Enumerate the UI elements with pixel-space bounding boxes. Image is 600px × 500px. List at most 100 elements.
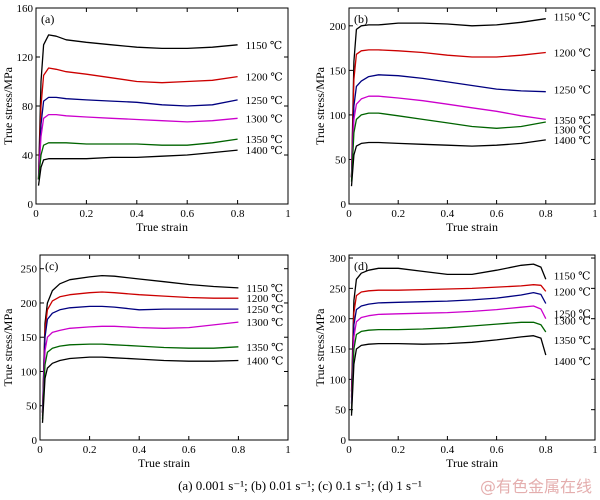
panel-1-ytick-label-1: 50 (335, 154, 347, 166)
panel-0-xtick-label-4: 0.8 (231, 208, 245, 220)
panel-0-ytick-label-3: 120 (17, 52, 34, 64)
panel-2-tag: (c) (45, 259, 58, 273)
panel-0-series-5-line (37, 149, 238, 186)
panel-3-series-3-line (350, 305, 547, 410)
panel-2-ytick-label-3: 150 (21, 332, 38, 344)
panel-0-series-1-label: 1200 ℃ (246, 72, 283, 84)
panel-1-xtick-label-4: 0.8 (539, 208, 553, 220)
panel-1-series-2-label: 1250 ℃ (554, 85, 591, 97)
panel-1-series-0-label: 1150 ℃ (554, 12, 591, 24)
panel-2-series-2-label: 1250 ℃ (246, 304, 283, 316)
panel-0-series-0-line (37, 34, 238, 180)
panel-3-xtick-label-0: 0 (346, 444, 352, 456)
panel-2-series-0-label: 1150 ℃ (246, 283, 283, 295)
panel-2-xtick-label-3: 0.6 (182, 444, 196, 456)
panel-3-ytick-label-1: 50 (335, 405, 347, 417)
panel-3-xtick-label-4: 0.8 (539, 444, 553, 456)
panel-3-ytick-label-5: 250 (330, 283, 347, 295)
panel-3-ylabel: True stress/MPa (313, 308, 327, 387)
panel-0-xlabel: True strain (136, 220, 188, 234)
panel-1-series-0-line (350, 18, 546, 178)
figure-caption: (a) 0.001 s⁻¹; (b) 0.01 s⁻¹; (c) 0.1 s⁻¹… (178, 478, 422, 493)
panel-3-tag: (d) (354, 259, 368, 273)
panel-1-series-2-line (350, 74, 546, 178)
panel-2-series-3-line (41, 321, 239, 417)
panel-1-series-3-label: 1300 ℃ (554, 124, 591, 136)
panel-3-series-5-line (350, 335, 547, 416)
panel-0-series-2-line (37, 96, 238, 180)
panel-2-series-1-line (41, 291, 239, 413)
panel-1-ytick-label-3: 150 (330, 65, 347, 77)
panel-1-series-4-line (350, 112, 546, 182)
panel-2-series-5-line (41, 356, 239, 423)
panel-3-series-2-line (350, 291, 547, 404)
panel-3-series-1-line (350, 284, 547, 398)
panel-2-ytick-label-4: 200 (21, 298, 38, 310)
panel-1-frame (348, 7, 596, 205)
panel-1-tag: (b) (354, 12, 368, 26)
panel-1-series-1-label: 1200 ℃ (554, 48, 591, 60)
panel-0-series-5-label: 1400 ℃ (246, 145, 283, 157)
panel-3-ytick-label-3: 150 (330, 344, 347, 356)
watermark: @有色金属在线 (479, 477, 592, 496)
panel-0-series-3-line (37, 113, 238, 180)
panel-1-ytick-label-2: 100 (330, 110, 347, 122)
panel-1-series-3-line (350, 95, 546, 178)
panel-1-xtick-label-0: 0 (346, 208, 352, 220)
panel-1-ylabel: True stress/MPa (313, 66, 327, 145)
panel-2-ytick-label-0: 0 (32, 435, 38, 447)
panel-2-ytick-label-2: 100 (21, 366, 38, 378)
panel-0-series-4-label: 1350 ℃ (246, 134, 283, 146)
panel-0-xtick-label-3: 0.6 (180, 208, 194, 220)
panel-3-series-3-label: 1300 ℃ (554, 316, 591, 328)
panel-2-series-4-line (41, 343, 239, 420)
panel-0-xtick-label-0: 0 (33, 208, 39, 220)
panel-2-ytick-label-1: 50 (26, 401, 38, 413)
panel-0-ytick-label-0: 0 (28, 199, 34, 211)
panel-1-xtick-label-3: 0.6 (490, 208, 504, 220)
panel-2-xtick-label-4: 0.8 (232, 444, 246, 456)
panel-2-series-3-label: 1300 ℃ (246, 317, 283, 329)
panel-2-series-0-line (41, 274, 239, 413)
panel-3-series-4-line (350, 321, 547, 413)
panel-1-series-4-label: 1350 ℃ (554, 115, 591, 127)
panel-0-ytick-label-2: 80 (22, 101, 34, 113)
panel-3-series-0-label: 1150 ℃ (554, 270, 591, 282)
panel-1-series-5-label: 1400 ℃ (554, 135, 591, 147)
panel-2-frame (39, 254, 289, 441)
panel-3-ytick-label-2: 100 (330, 374, 347, 386)
panel-3-series-2-label: 1250 ℃ (554, 309, 591, 321)
panel-0-xtick-label-1: 0.2 (80, 208, 94, 220)
panel-3-xtick-label-5: 1 (592, 444, 598, 456)
panel-0-series-3-label: 1300 ℃ (246, 113, 283, 125)
panel-2-series-2-line (41, 305, 239, 413)
panel-0-tag: (a) (41, 12, 54, 26)
panel-0-series-0-label: 1150 ℃ (246, 40, 283, 52)
panel-3-ytick-label-0: 0 (341, 435, 347, 447)
panel-0-ytick-label-4: 160 (17, 3, 34, 15)
panel-0-series-4-line (37, 138, 238, 180)
panel-0-xtick-label-5: 1 (285, 208, 291, 220)
panel-1-xtick-label-1: 0.2 (391, 208, 405, 220)
panel-2-ylabel: True stress/MPa (1, 308, 15, 387)
panel-3-xtick-label-1: 0.2 (391, 444, 405, 456)
panel-3-ytick-label-6: 300 (330, 253, 347, 265)
panel-3-series-1-label: 1200 ℃ (554, 286, 591, 298)
panel-3-ytick-label-4: 200 (330, 314, 347, 326)
panel-3-series-5-label: 1400 ℃ (554, 356, 591, 368)
panel-1-series-5-line (350, 139, 546, 187)
panel-2-xtick-label-0: 0 (37, 444, 43, 456)
panel-1-series-1-line (350, 49, 546, 178)
panel-2-xtick-label-5: 1 (285, 444, 291, 456)
panel-3-xtick-label-2: 0.4 (441, 444, 455, 456)
panel-2-xtick-label-1: 0.2 (83, 444, 97, 456)
panel-3-series-4-label: 1350 ℃ (554, 335, 591, 347)
panel-0-ylabel: True stress/MPa (1, 66, 15, 145)
panel-2-ytick-label-5: 250 (21, 264, 38, 276)
panel-1-ytick-label-0: 0 (341, 199, 347, 211)
panel-0-xtick-label-2: 0.4 (130, 208, 144, 220)
panel-1-xtick-label-5: 1 (592, 208, 598, 220)
panel-2-series-5-label: 1400 ℃ (246, 356, 283, 368)
panel-0-series-1-line (37, 67, 238, 180)
